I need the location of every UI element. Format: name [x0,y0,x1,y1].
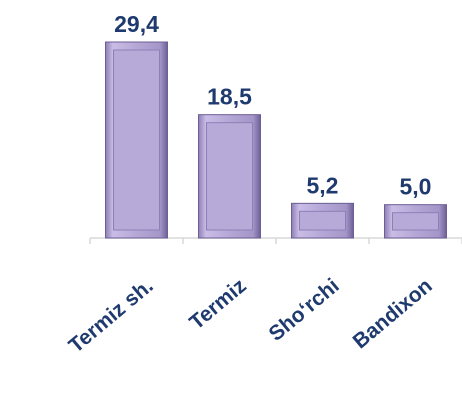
bar-bevel [392,212,439,231]
x-tick-label: Termiz [185,274,250,334]
x-tick-label: Bandixon [349,274,437,353]
bar-bevel [206,122,253,231]
value-label: 5,0 [400,174,432,200]
value-label: 29,4 [114,11,159,37]
value-label: 5,2 [307,172,339,198]
x-tick-label: Termiz sh. [65,274,158,357]
value-label: 18,5 [207,84,252,110]
bar-bevel [299,210,346,231]
x-tick-label: Sho‘rchi [265,274,344,346]
bar-bevel [113,49,160,231]
